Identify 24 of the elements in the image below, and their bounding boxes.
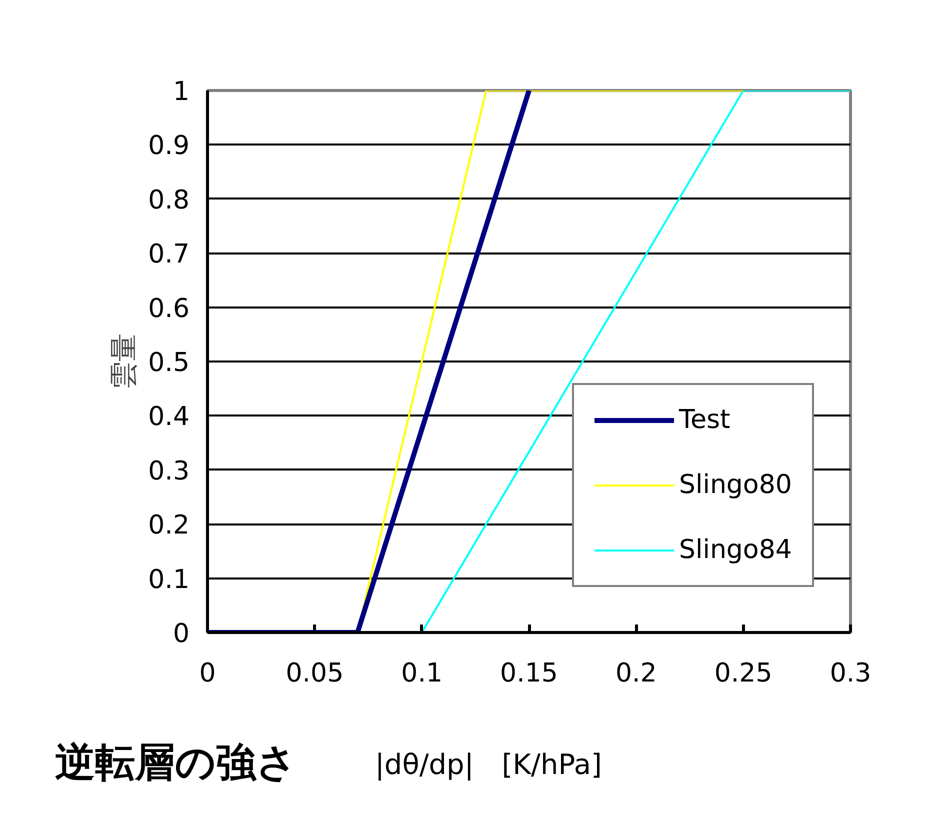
y-tick-label: 0.1 — [148, 564, 190, 595]
y-tick-label: 0.9 — [148, 131, 190, 162]
x-tick-label: 0.3 — [830, 658, 872, 688]
y-axis-title: 雲量 — [107, 334, 140, 390]
y-tick-label: 0.2 — [148, 510, 190, 541]
x-tick-label: 0.1 — [401, 658, 443, 688]
legend-label: Test — [679, 405, 730, 435]
x-axis-title: 逆転層の強さ — [55, 739, 297, 788]
x-tick-label: 0.05 — [286, 658, 344, 688]
y-tick-label: 0.4 — [148, 402, 190, 432]
y-tick-label: 0.6 — [148, 294, 190, 324]
y-tick-label: 1 — [172, 77, 190, 107]
legend-label: Slingo80 — [679, 470, 792, 500]
y-tick-label: 0.3 — [148, 456, 190, 486]
text: |dθ/dp| [K/hPa] — [375, 747, 602, 783]
y-tick-label: 0.5 — [148, 348, 190, 378]
x-tick-label: 0.25 — [714, 658, 772, 688]
y-tick-label: 0 — [172, 619, 190, 649]
legend-label: Slingo84 — [679, 535, 792, 565]
y-tick-label: 0.7 — [148, 240, 190, 270]
y-tick-label: 0.8 — [148, 185, 190, 216]
x-tick-label: 0 — [199, 658, 216, 688]
x-tick-label: 0.15 — [500, 658, 558, 688]
x-tick-label: 0.2 — [615, 658, 657, 688]
